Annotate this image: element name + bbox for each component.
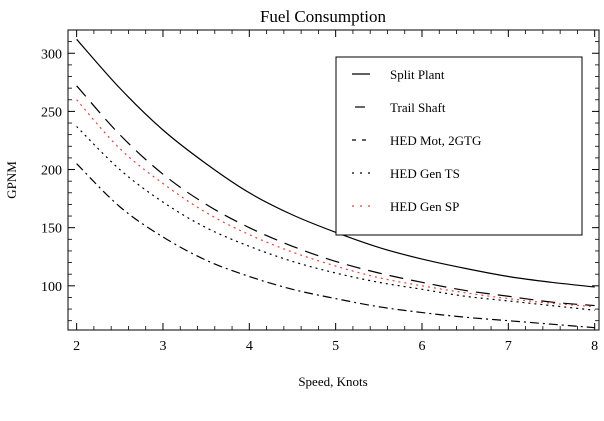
legend-label-5: HED Gen SP <box>390 199 459 214</box>
y-axis-title: GPNM <box>4 161 19 199</box>
y-tick-label: 100 <box>41 280 62 295</box>
x-axis-title: Speed, Knots <box>298 374 367 389</box>
x-tick-label: 6 <box>419 339 426 354</box>
legend-box <box>335 56 583 236</box>
series-line-3 <box>76 163 595 329</box>
series-line-5 <box>76 99 595 308</box>
legend-label-2: Trail Shaft <box>390 100 446 115</box>
chart-title: Fuel Consumption <box>260 7 387 26</box>
x-tick-label: 4 <box>246 339 253 354</box>
legend-label-1: Split Plant <box>390 67 445 82</box>
series-line-4 <box>76 126 595 311</box>
y-tick-label: 250 <box>41 105 62 120</box>
x-tick-label: 3 <box>159 339 166 354</box>
axis-ticks: 2 3 4 5 6 7 8 100 150 200 250 300 <box>41 29 599 354</box>
plot-frame <box>67 29 600 331</box>
x-tick-label: 2 <box>73 339 80 354</box>
y-tick-label: 200 <box>41 164 62 179</box>
x-tick-label: 7 <box>505 339 512 354</box>
y-tick-label: 300 <box>41 47 62 62</box>
x-tick-label: 8 <box>591 339 598 354</box>
legend-label-3: HED Mot, 2GTG <box>390 133 481 148</box>
legend-label-4: HED Gen TS <box>390 166 460 181</box>
series-line-2 <box>76 85 595 307</box>
x-tick-label: 5 <box>332 339 339 354</box>
y-tick-label: 150 <box>41 222 62 237</box>
chart-legend: Split Plant Trail Shaft HED Mot, 2GTG HED G… <box>335 56 583 236</box>
